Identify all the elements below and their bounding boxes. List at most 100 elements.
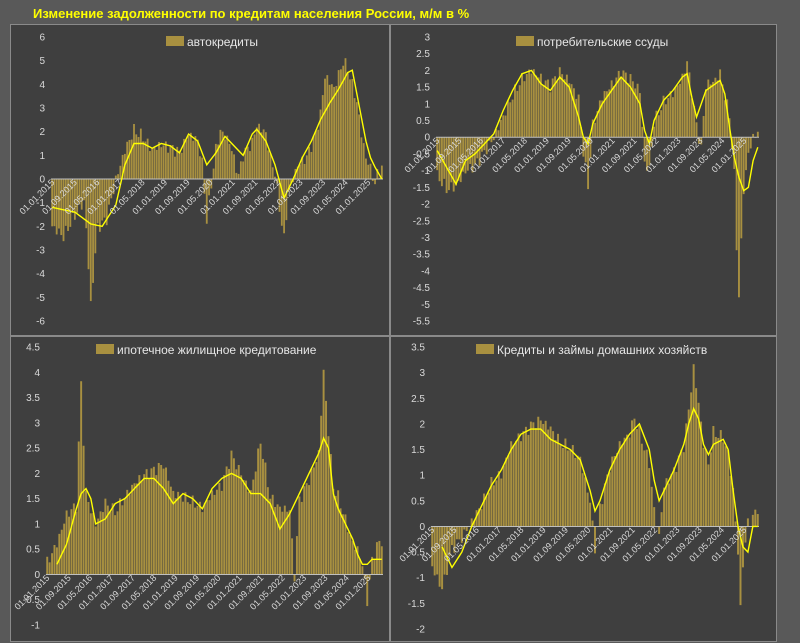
y-tick-label: 4 <box>39 80 45 91</box>
bar <box>355 102 358 179</box>
bar <box>315 130 317 179</box>
page-title: Изменение задолженности по кредитам насе… <box>33 6 470 21</box>
bar <box>260 132 263 179</box>
bar <box>196 139 199 179</box>
bar <box>554 76 557 138</box>
bar <box>312 135 315 179</box>
bar <box>217 144 220 179</box>
bar <box>89 179 92 302</box>
bar <box>135 483 138 575</box>
bar <box>58 179 60 229</box>
bar <box>102 512 104 575</box>
y-tick-label: 0 <box>34 570 40 581</box>
bar <box>106 505 109 575</box>
bar <box>267 150 270 179</box>
bar <box>162 468 165 575</box>
bar <box>690 98 693 138</box>
bar <box>346 532 349 575</box>
bar <box>700 421 703 527</box>
y-tick-label: -1 <box>36 198 45 209</box>
bar <box>359 558 361 575</box>
bar <box>613 456 616 527</box>
y-tick-label: 3 <box>419 368 425 379</box>
bar <box>92 179 94 283</box>
bar <box>264 462 267 575</box>
bar <box>183 138 185 179</box>
bar <box>218 482 221 575</box>
bar <box>361 566 364 575</box>
bar <box>152 466 155 575</box>
bar <box>582 137 585 157</box>
bar <box>139 128 142 179</box>
bar <box>249 151 251 179</box>
bar <box>150 468 153 575</box>
bar <box>254 471 257 575</box>
y-tick-label: -2.5 <box>413 216 431 227</box>
bar <box>598 100 601 138</box>
bar <box>530 73 533 138</box>
bar <box>674 87 677 138</box>
bar <box>342 514 344 575</box>
bar <box>721 84 724 138</box>
bar <box>363 574 366 579</box>
bar <box>629 74 632 138</box>
bar <box>269 153 272 179</box>
bar <box>621 444 624 527</box>
bar <box>665 478 668 527</box>
bar <box>680 449 683 527</box>
bar <box>734 521 737 527</box>
bar <box>356 546 359 575</box>
bar <box>327 436 330 575</box>
bar <box>745 137 747 171</box>
bar <box>497 130 500 138</box>
y-tick-label: -0.5 <box>413 149 431 160</box>
bar <box>329 454 332 575</box>
bar <box>55 179 58 235</box>
bar <box>506 100 509 138</box>
bar <box>340 69 342 179</box>
bar <box>638 93 641 138</box>
bar <box>622 70 625 138</box>
bar <box>351 78 354 179</box>
bar <box>255 127 258 179</box>
bar <box>144 141 147 179</box>
bar <box>64 179 67 226</box>
bar <box>179 496 182 575</box>
bar <box>650 486 653 527</box>
bar <box>194 136 197 179</box>
bar <box>117 174 119 179</box>
bar <box>75 511 78 575</box>
bar <box>325 400 327 575</box>
bar <box>618 441 621 527</box>
bar <box>459 137 462 183</box>
bar <box>221 131 224 179</box>
bar <box>702 116 705 138</box>
y-tick-label: -0.5 <box>23 595 41 606</box>
bar <box>603 483 606 527</box>
bar <box>186 502 189 575</box>
bar <box>688 72 691 138</box>
y-tick-label: 6 <box>39 33 45 44</box>
bar <box>368 574 371 580</box>
bar <box>473 137 476 164</box>
bar <box>516 90 519 138</box>
bar <box>344 514 347 575</box>
bar <box>310 151 313 179</box>
bar <box>317 450 320 575</box>
bar <box>605 91 608 138</box>
y-tick-label: 2 <box>419 419 425 430</box>
bar <box>182 501 184 575</box>
bar <box>274 176 276 179</box>
bar <box>251 137 254 179</box>
bar <box>97 518 100 575</box>
bar <box>319 109 322 179</box>
y-tick-label: 4 <box>34 368 40 379</box>
household-loans-chart: -2 -1.5 -1 -0.5 0 0.5 1 1.5 2 2.5 3 3.5 01.01.2015 01… <box>390 336 777 642</box>
bar <box>219 129 222 179</box>
bar <box>242 480 245 575</box>
bar <box>475 510 478 527</box>
bar <box>191 495 194 575</box>
y-tick-label: -1 <box>31 621 40 632</box>
trend-line <box>441 406 758 569</box>
bar <box>104 498 107 575</box>
